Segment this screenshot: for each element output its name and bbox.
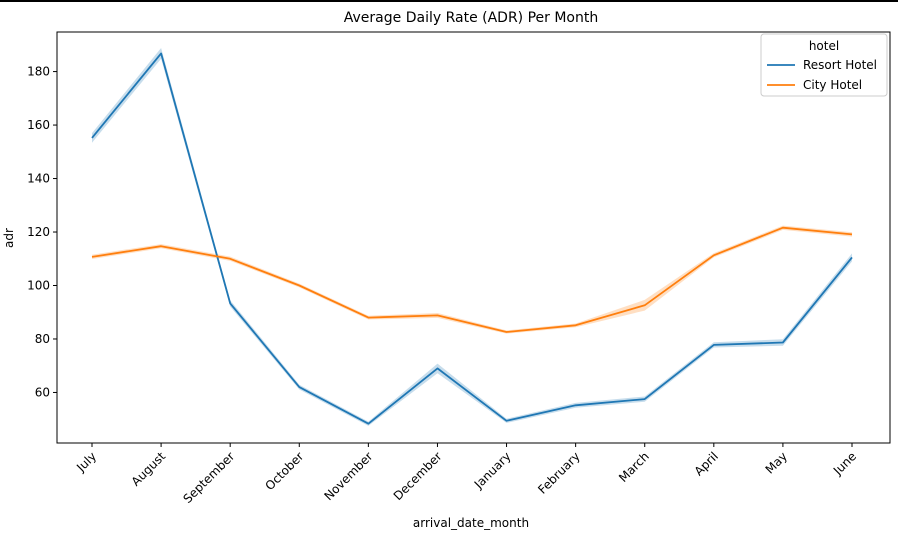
confidence-bands [92, 48, 852, 426]
y-tick-label: 100 [27, 278, 50, 292]
plot-area-frame [56, 31, 891, 444]
x-axis: July August September October November Decemb… [73, 443, 859, 506]
y-axis: 60 80 100 120 140 160 180 [27, 65, 57, 399]
x-tick-label-may: May [763, 449, 790, 476]
y-tick-label: 160 [27, 118, 50, 132]
y-tick-label: 140 [27, 172, 50, 186]
y-axis-label: adr [2, 228, 16, 248]
y-tick-label: 180 [27, 65, 50, 79]
x-tick-label-august: August [129, 449, 169, 489]
chart-title: Average Daily Rate (ADR) Per Month [344, 10, 598, 26]
series-line-city-hotel [91, 226, 853, 333]
x-tick-label-september: September [181, 449, 238, 506]
legend-box [760, 33, 888, 97]
series-lines [91, 52, 853, 425]
x-tick-label-october: October [263, 449, 307, 493]
y-tick-label: 120 [27, 225, 50, 239]
x-tick-label-april: April [692, 449, 721, 478]
legend-label-city-hotel: City Hotel [803, 78, 862, 92]
x-tick-label-january: January [471, 449, 514, 492]
x-tick-label-february: February [535, 449, 583, 497]
x-tick-label-november: November [321, 449, 375, 503]
x-tick-label-july: July [73, 449, 99, 475]
legend: hotel Resort Hotel City Hotel [760, 33, 888, 97]
y-tick-label: 60 [35, 385, 50, 399]
ci-band-resort-hotel [92, 48, 852, 426]
series-line-resort-hotel [91, 52, 853, 425]
y-tick-label: 80 [35, 332, 50, 346]
legend-title: hotel [809, 39, 839, 53]
ci-band-city-hotel [92, 225, 852, 334]
window-top-border [0, 0, 898, 2]
x-tick-label-june: June [830, 449, 859, 478]
x-tick-label-december: December [391, 449, 445, 503]
legend-label-resort-hotel: Resort Hotel [803, 58, 877, 72]
x-tick-label-march: March [616, 449, 652, 485]
x-axis-label: arrival_date_month [413, 516, 529, 530]
